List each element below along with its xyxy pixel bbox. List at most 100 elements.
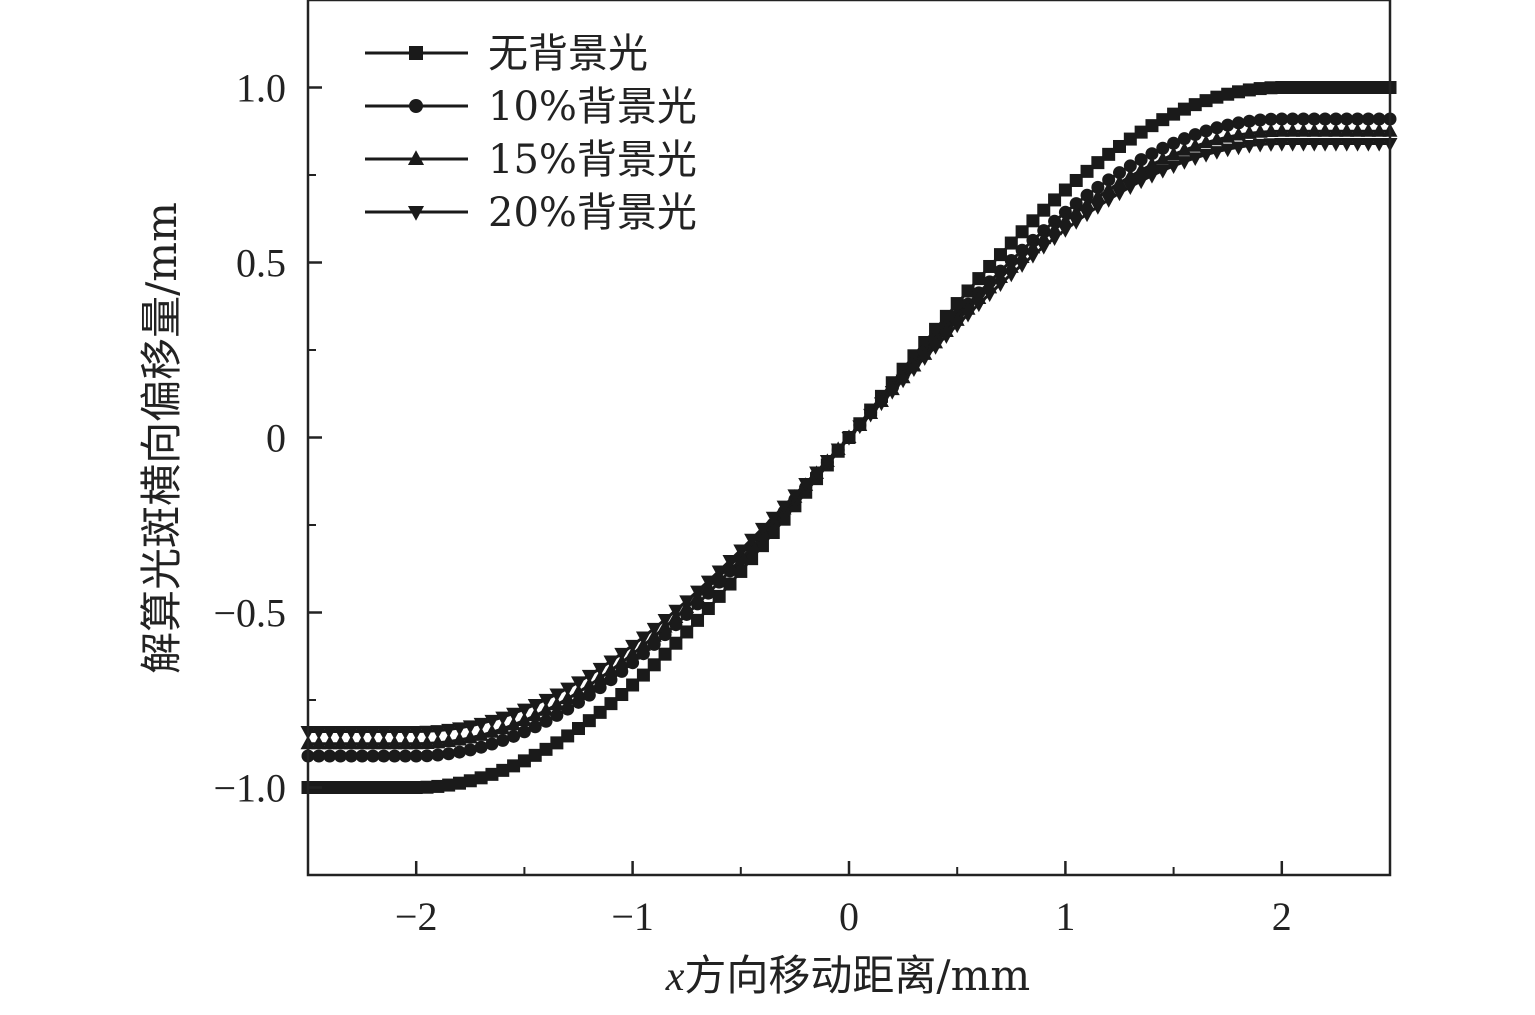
series-point (539, 742, 553, 756)
series-point (657, 613, 673, 628)
series-point (1209, 146, 1225, 160)
series-point (408, 735, 424, 750)
legend-label: 无背景光 (488, 31, 648, 77)
series-point (593, 705, 607, 719)
tick-layer: −2 −1 0 1 2 −1.0 −0.5 0 0.5 1.0 (213, 66, 1291, 940)
series-point (592, 669, 608, 684)
series-point (388, 781, 402, 794)
series-point (669, 636, 683, 650)
series-point (442, 778, 456, 792)
series-point (1329, 112, 1343, 126)
series-point (615, 688, 629, 702)
series-point (928, 341, 944, 355)
series-point (1220, 143, 1236, 158)
series-point (1221, 87, 1235, 101)
series-point (474, 771, 488, 785)
series-point (516, 703, 532, 718)
series-point (1253, 82, 1267, 96)
series-point (1328, 137, 1344, 152)
series-point (1209, 131, 1225, 146)
series-point (1134, 125, 1148, 139)
series-point (365, 735, 381, 750)
series-point (1133, 162, 1149, 176)
series-point (1275, 81, 1289, 94)
series-point (1079, 196, 1095, 211)
series-point (463, 743, 477, 757)
series-point (561, 702, 575, 716)
series-point (711, 565, 727, 580)
series-point (798, 477, 814, 492)
series-point (485, 737, 499, 751)
legend: 无背景光 10%背景光 15%背景光 20%背景光 (365, 31, 697, 236)
series-point (1231, 141, 1246, 156)
series-point (485, 767, 499, 781)
series-point (397, 725, 413, 740)
series-point (1263, 123, 1279, 138)
series-point (354, 725, 370, 740)
series-point (527, 698, 543, 713)
series-point (1102, 147, 1116, 161)
series-point (397, 735, 413, 750)
series-point (441, 723, 457, 738)
series-point (917, 352, 933, 366)
series-point (344, 749, 358, 763)
legend-marker (409, 46, 423, 60)
series-point (961, 284, 975, 298)
series-point (441, 733, 457, 748)
series-point (420, 749, 434, 763)
series-point (354, 735, 370, 750)
legend-marker (407, 206, 425, 221)
series-point (387, 735, 403, 750)
series-point (604, 697, 618, 711)
x-tick-label: −2 (395, 894, 438, 939)
series-point (680, 625, 694, 639)
series-point (431, 748, 445, 762)
series-point (863, 408, 879, 423)
series-point (366, 781, 380, 794)
series-point (1328, 123, 1344, 137)
series-point (895, 374, 911, 389)
series-point (561, 729, 575, 743)
series-point (1318, 112, 1332, 126)
series-point (1144, 170, 1160, 184)
series-point (484, 714, 500, 729)
series-point (1231, 126, 1246, 141)
series-point (376, 735, 392, 750)
series-point (496, 733, 510, 747)
legend-item: 20%背景光 (365, 190, 697, 236)
series-point (1210, 90, 1224, 104)
series-point (1242, 83, 1256, 97)
series-point (1144, 156, 1160, 171)
series-point (1123, 159, 1137, 173)
series-point (1122, 168, 1138, 182)
series-point (322, 725, 338, 740)
series-point (1133, 175, 1149, 190)
series-point (938, 330, 954, 344)
series-point (1220, 129, 1236, 143)
series-point (1057, 224, 1073, 238)
series-point (495, 711, 511, 726)
series-point (344, 781, 358, 794)
series-point (1048, 193, 1062, 207)
series-point (1232, 85, 1246, 99)
series-point (365, 725, 381, 740)
series-point (408, 725, 424, 740)
series-point (1199, 94, 1213, 108)
series-point (1263, 138, 1279, 152)
series-point (1113, 139, 1126, 153)
series-point (1372, 81, 1386, 94)
series-point (474, 740, 488, 754)
series-point (625, 639, 641, 654)
series-point (1210, 121, 1224, 135)
series-point (1199, 124, 1213, 138)
series-point (1003, 268, 1019, 283)
series-point (430, 725, 446, 739)
series-point (1177, 102, 1191, 116)
series-point (1232, 116, 1246, 130)
series-point (1090, 201, 1106, 215)
series-point (419, 725, 435, 740)
series-point (1014, 259, 1030, 273)
series-point (582, 688, 596, 702)
series-point (819, 455, 835, 469)
series-point (722, 555, 738, 569)
